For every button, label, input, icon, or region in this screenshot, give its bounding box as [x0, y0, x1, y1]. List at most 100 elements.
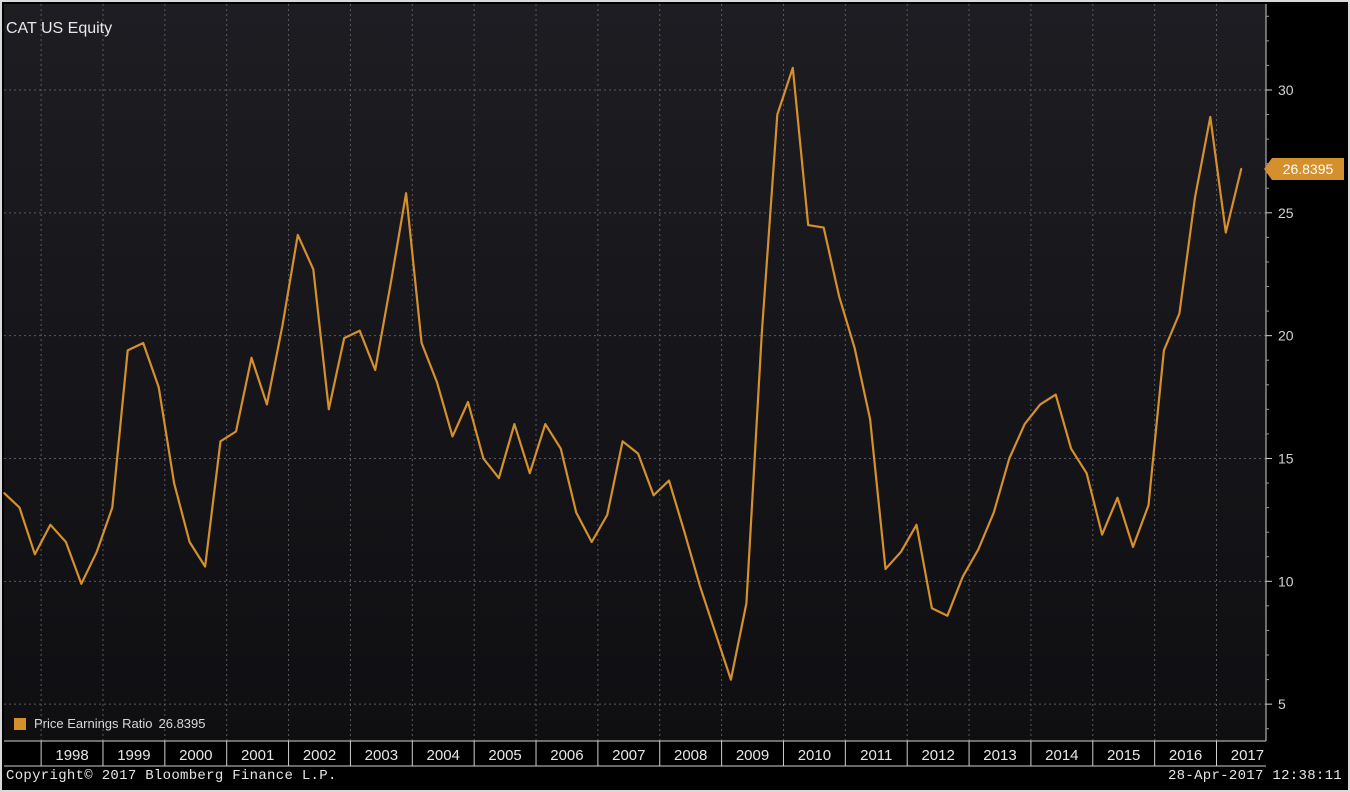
x-tick-label-2011: 2011: [860, 747, 892, 764]
x-tick-label-2000: 2000: [179, 747, 212, 764]
series-point: [1070, 447, 1072, 450]
series-point: [1178, 312, 1181, 315]
series-point: [173, 482, 175, 484]
series-point: [327, 408, 330, 411]
series-point: [822, 226, 825, 229]
series-point: [358, 329, 361, 332]
series-point: [853, 347, 856, 349]
legend-series-name: Price Earnings Ratio: [34, 716, 153, 731]
series-point: [1132, 546, 1134, 548]
series-point: [637, 452, 639, 455]
series-point: [312, 268, 315, 271]
x-tick-label-2007: 2007: [612, 747, 645, 764]
series-point: [838, 295, 840, 298]
x-tick-label-2003: 2003: [365, 747, 398, 764]
series-point: [900, 551, 902, 553]
series-point: [235, 430, 237, 433]
series-point: [1054, 393, 1057, 396]
series-point: [451, 435, 454, 438]
x-tick-label-2013: 2013: [983, 747, 1016, 764]
x-tick-label-2005: 2005: [488, 747, 521, 764]
series-point: [1039, 403, 1042, 406]
y-tick-label-30: 30: [1278, 82, 1294, 98]
y-tick-label-15: 15: [1278, 450, 1294, 466]
series-point: [606, 514, 608, 516]
series-point: [761, 332, 763, 334]
x-tick-label-1998: 1998: [55, 747, 88, 764]
x-tick-label-2009: 2009: [736, 747, 769, 764]
series-point: [1008, 457, 1011, 460]
series-point: [993, 511, 995, 514]
series-point: [1023, 423, 1026, 425]
series-point: [374, 369, 376, 371]
series-point: [1101, 533, 1103, 536]
y-tick-label-25: 25: [1278, 205, 1294, 221]
series-point: [1085, 472, 1088, 475]
series-point: [745, 602, 748, 605]
series-point: [297, 234, 299, 236]
series-point: [776, 113, 779, 116]
x-tick-label-2014: 2014: [1045, 747, 1078, 764]
series-point: [1224, 231, 1227, 234]
series-point: [498, 477, 500, 479]
x-tick-label-1999: 1999: [117, 747, 150, 764]
y-tick-label-10: 10: [1278, 573, 1294, 589]
series-point: [343, 337, 346, 339]
series-point: [65, 541, 67, 543]
plot-area: [4, 4, 1266, 741]
x-tick-label-2004: 2004: [427, 747, 460, 764]
series-point: [714, 632, 717, 634]
series-point: [590, 541, 593, 543]
series-point: [807, 224, 810, 226]
series-point: [668, 479, 670, 482]
series-point: [931, 607, 933, 610]
series-point: [266, 403, 268, 406]
x-tick-label-2017: 2017: [1231, 747, 1264, 764]
series-point: [49, 524, 52, 526]
series-point: [80, 582, 83, 585]
series-point: [126, 349, 129, 352]
series-point: [621, 440, 624, 443]
x-tick-label-2010: 2010: [798, 747, 831, 764]
series-point: [250, 356, 253, 359]
timestamp-text: 28-Apr-2017 12:38:11: [1167, 768, 1342, 784]
series-point: [405, 192, 407, 194]
series-point: [111, 506, 114, 509]
series-point: [1163, 349, 1165, 352]
series-point: [1147, 504, 1150, 506]
x-tick-label-2008: 2008: [674, 747, 707, 764]
x-tick-label-2001: 2001: [241, 747, 274, 764]
series-point: [18, 506, 21, 509]
series-line-0: [3, 66, 1243, 681]
series-point: [529, 472, 531, 475]
grid-layer: [4, 4, 1266, 741]
series-layer: [3, 66, 1243, 681]
series-point: [915, 524, 918, 526]
chart-title: CAT US Equity: [6, 20, 113, 37]
series-point: [869, 418, 871, 420]
series-point: [3, 492, 5, 494]
series-point: [219, 440, 222, 443]
series-point: [1240, 167, 1243, 170]
legend-swatch: [14, 717, 26, 730]
legend: Price Earnings Ratio 26.8395: [14, 716, 206, 731]
legend-series-value: 26.8395: [158, 716, 206, 731]
series-point: [544, 423, 547, 425]
series-point: [436, 381, 438, 384]
series-point: [281, 325, 284, 327]
series-point: [652, 494, 655, 497]
series-point: [188, 541, 191, 543]
series-point: [1209, 116, 1212, 118]
series-point: [34, 553, 36, 556]
series-point: [575, 511, 578, 514]
series-point: [204, 565, 206, 568]
y-tick-label-5: 5: [1278, 696, 1286, 712]
series-point: [730, 678, 732, 681]
x-tick-label-2012: 2012: [921, 747, 954, 764]
x-tick-label-2006: 2006: [550, 747, 583, 764]
series-point: [699, 585, 701, 588]
axis-layer: 5 10 15 20 25 30 1998 1999 2000 2001 2002 2003 2004 2…: [4, 4, 1294, 767]
x-tick-label-2002: 2002: [303, 747, 336, 764]
series-point: [513, 423, 516, 425]
